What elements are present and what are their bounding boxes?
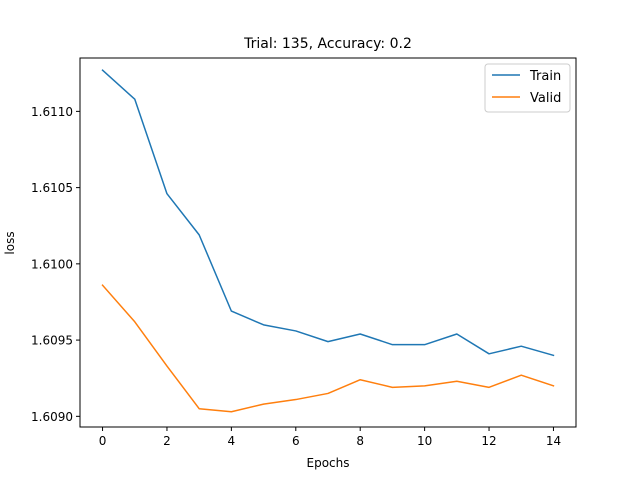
axis-ticks: 0 2 4 6 8 10 12 14 1.6090 1.6095 1.6100 1.6105 1.611… <box>31 105 561 448</box>
y-tick-label: 1.6100 <box>31 257 73 271</box>
legend-box <box>484 63 571 113</box>
x-axis-label: Epochs <box>307 456 350 470</box>
series-line-valid <box>101 284 555 413</box>
axes-frame <box>79 57 577 428</box>
x-tick-label: 0 <box>99 434 107 448</box>
legend: Train Valid <box>484 63 571 113</box>
series-line-train <box>101 69 555 357</box>
x-tick-label: 12 <box>481 434 496 448</box>
x-tick-label: 6 <box>292 434 300 448</box>
legend-label-train: Train <box>529 69 561 84</box>
y-tick-label: 1.6090 <box>31 410 73 424</box>
x-tick-label: 14 <box>546 434 561 448</box>
y-tick-label: 1.6105 <box>31 181 73 195</box>
chart-title: Trial: 135, Accuracy: 0.2 <box>243 36 412 52</box>
y-tick-label: 1.6110 <box>31 105 73 119</box>
x-tick-label: 10 <box>417 434 432 448</box>
plot-area <box>101 69 555 413</box>
legend-label-valid: Valid <box>530 91 561 106</box>
x-tick-label: 8 <box>356 434 364 448</box>
y-tick-label: 1.6095 <box>31 334 73 348</box>
y-axis-label: loss <box>3 231 17 254</box>
x-tick-label: 2 <box>163 434 171 448</box>
x-tick-label: 4 <box>228 434 236 448</box>
